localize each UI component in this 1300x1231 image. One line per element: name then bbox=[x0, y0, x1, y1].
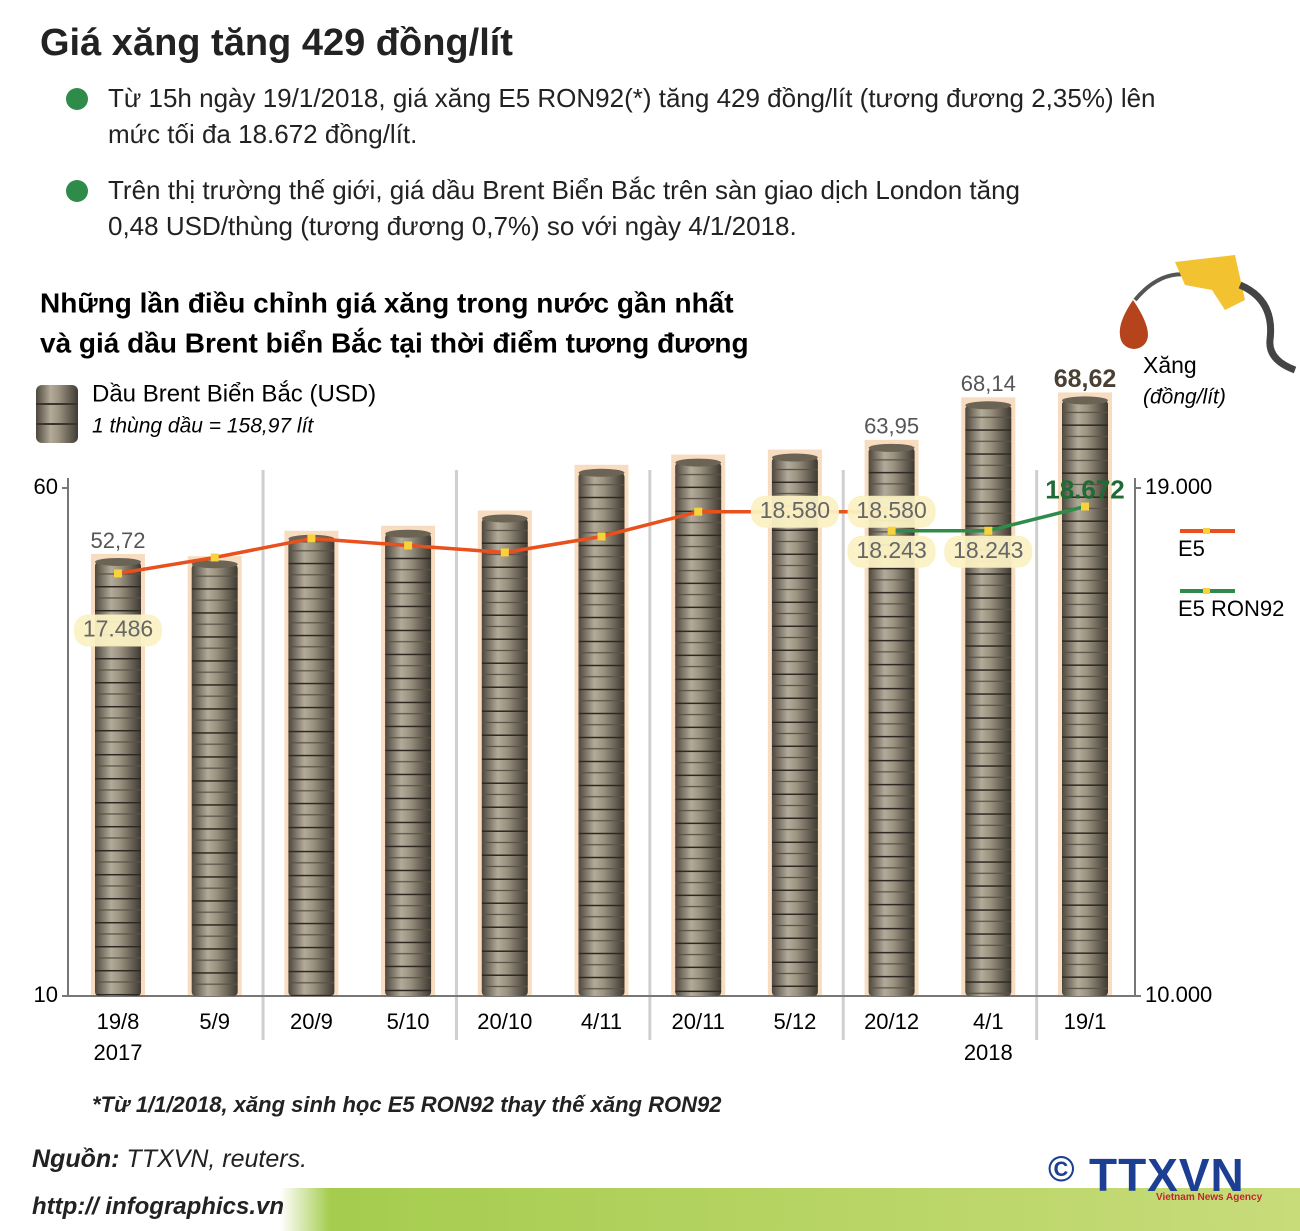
x-tick-label: 5/12 bbox=[773, 1009, 816, 1034]
point bbox=[694, 507, 703, 516]
barrel-cap bbox=[191, 560, 238, 569]
footer-band bbox=[0, 1188, 1300, 1231]
x-tick-label: 19/1 bbox=[1064, 1009, 1107, 1034]
bar bbox=[868, 447, 915, 996]
point bbox=[210, 553, 219, 562]
url: http:// infographics.vn bbox=[32, 1193, 284, 1220]
point bbox=[984, 526, 993, 535]
source-label: Nguồn: bbox=[32, 1145, 120, 1173]
bar bbox=[481, 518, 528, 996]
point bbox=[597, 532, 606, 541]
bullet-dot bbox=[66, 180, 88, 202]
legend-note: 1 thùng dầu = 158,97 lít bbox=[92, 415, 314, 438]
point bbox=[404, 541, 413, 550]
line-value-label: 18.243 bbox=[953, 537, 1023, 563]
y2-tick-label: 10.000 bbox=[1145, 982, 1212, 1007]
copyright: © bbox=[1048, 1148, 1075, 1189]
barrel-cap bbox=[95, 557, 141, 566]
barrel-cap bbox=[771, 453, 818, 462]
point bbox=[114, 569, 122, 578]
bullet: Từ 15h ngày 19/1/2018, giá xăng E5 RON92… bbox=[66, 80, 1198, 152]
x-tick-label: 20/12 bbox=[864, 1009, 919, 1034]
bullet: Trên thị trường thế giới, giá dầu Brent … bbox=[66, 172, 1068, 244]
y-tick-label: 60 bbox=[34, 474, 58, 499]
bar bbox=[288, 538, 335, 996]
bar bbox=[675, 462, 722, 997]
bar bbox=[95, 561, 141, 996]
bar bbox=[965, 405, 1012, 996]
barrel-cap bbox=[675, 458, 722, 467]
source-text: TTXVN, reuters. bbox=[126, 1145, 308, 1173]
bar-value-label: 68,62 bbox=[1054, 365, 1117, 393]
label-box bbox=[847, 495, 936, 528]
point bbox=[887, 526, 896, 535]
logo-subtitle: Vietnam News Agency bbox=[1156, 1192, 1263, 1203]
point bbox=[500, 548, 509, 557]
x-tick-label: 4/11 bbox=[581, 1009, 622, 1034]
point bbox=[1081, 502, 1089, 511]
line-value-label: 18.672 bbox=[1045, 474, 1125, 504]
barrel-legend-icon bbox=[36, 385, 78, 443]
bar-value-label: 63,95 bbox=[864, 414, 919, 439]
point bbox=[307, 534, 316, 543]
line-value-label: 18.243 bbox=[856, 537, 926, 563]
x-tick-sublabel: 2017 bbox=[94, 1040, 143, 1065]
group-separators bbox=[261, 470, 1039, 1040]
barrel-cap bbox=[868, 443, 915, 452]
legend-marker bbox=[1203, 588, 1210, 594]
bar bbox=[578, 472, 625, 996]
bar bbox=[1062, 400, 1108, 997]
y2-tick-label: 19.000 bbox=[1145, 474, 1212, 499]
line-value-label: 18.580 bbox=[760, 497, 830, 523]
label-box bbox=[944, 535, 1033, 568]
x-tick-label: 20/10 bbox=[477, 1009, 532, 1034]
bar bbox=[191, 564, 238, 996]
chart-title: và giá dầu Brent biển Bắc tại thời điểm … bbox=[40, 327, 749, 358]
x-tick-label: 20/9 bbox=[290, 1009, 333, 1034]
bullet-dot bbox=[66, 88, 88, 110]
x-tick-label: 19/8 bbox=[97, 1009, 140, 1034]
barrel-cap bbox=[1062, 396, 1108, 405]
label-box bbox=[74, 614, 162, 647]
page-title: Giá xăng tăng 429 đồng/lít bbox=[40, 22, 513, 64]
barrel-cap bbox=[385, 529, 432, 538]
label-box bbox=[847, 535, 936, 568]
chart: Những lần điều chỉnh giá xăng trong nước… bbox=[34, 255, 1297, 1065]
x-tick-label: 5/9 bbox=[199, 1009, 230, 1034]
chart-title: Những lần điều chỉnh giá xăng trong nước… bbox=[40, 287, 734, 318]
x-tick-sublabel: 2018 bbox=[964, 1040, 1013, 1065]
barrel-cap bbox=[578, 468, 625, 477]
line-value-label: 18.580 bbox=[856, 497, 926, 523]
y2-axis-title: (đồng/lít) bbox=[1143, 386, 1226, 409]
logo-text: TTXVN bbox=[1088, 1149, 1245, 1201]
y2-axis-title: Xăng bbox=[1143, 352, 1197, 378]
line-value-label: 17.486 bbox=[83, 616, 153, 642]
y-tick-label: 10 bbox=[34, 982, 58, 1007]
barrel-cap bbox=[965, 401, 1012, 410]
source: Nguồn: TTXVN, reuters. bbox=[32, 1145, 307, 1174]
footnote: *Từ 1/1/2018, xăng sinh học E5 RON92 tha… bbox=[92, 1092, 722, 1117]
x-tick-label: 5/10 bbox=[387, 1009, 430, 1034]
label-box bbox=[750, 495, 839, 528]
bar-value-label: 68,14 bbox=[961, 371, 1016, 396]
x-tick-label: 20/11 bbox=[671, 1009, 724, 1034]
logo: © TTXVN Vietnam News Agency bbox=[1048, 1148, 1262, 1203]
legend-label: E5 bbox=[1178, 536, 1205, 561]
bar bbox=[385, 533, 432, 996]
legend-label: E5 RON92 bbox=[1178, 596, 1284, 621]
bullet-text: Từ 15h ngày 19/1/2018, giá xăng E5 RON92… bbox=[108, 83, 1156, 149]
bullet-text: Trên thị trường thế giới, giá dầu Brent … bbox=[108, 175, 1020, 241]
bar-value-label: 52,72 bbox=[90, 528, 145, 553]
fuel-pump-icon bbox=[1119, 255, 1297, 374]
legend-marker bbox=[1203, 528, 1210, 534]
bar bbox=[771, 457, 818, 996]
x-tick-label: 4/1 bbox=[973, 1009, 1004, 1034]
legend-label: Dầu Brent Biển Bắc (USD) bbox=[92, 380, 376, 407]
barrel-cap bbox=[481, 514, 528, 523]
